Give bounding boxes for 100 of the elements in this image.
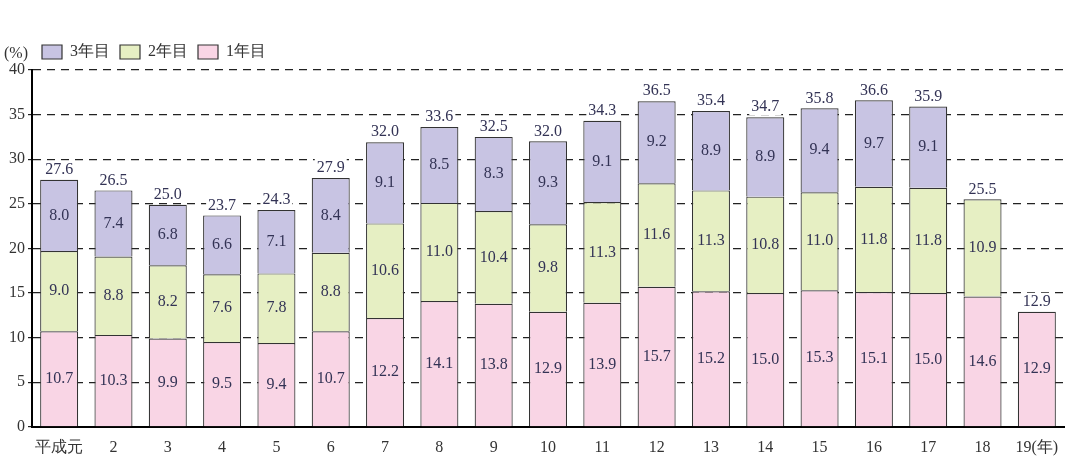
data-label: 11.8	[860, 229, 888, 247]
total-label: 32.0	[371, 122, 400, 140]
data-label: 15.7	[642, 346, 671, 364]
total-label: 24.3	[262, 190, 291, 208]
legend-label: 1年目	[226, 42, 266, 60]
data-label: 11.3	[588, 242, 617, 260]
data-label: 7.1	[266, 231, 287, 249]
data-label: 7.4	[103, 213, 124, 231]
data-label: 11.8	[914, 230, 942, 248]
data-label: 8.9	[755, 147, 776, 165]
data-label: 9.8	[538, 258, 558, 276]
total-label: 26.5	[99, 170, 128, 188]
x-tick-label: 9	[489, 437, 498, 455]
data-label: 10.8	[751, 235, 780, 253]
total-label: 23.7	[208, 195, 237, 213]
data-label: 8.2	[157, 292, 178, 310]
data-label: 9.5	[212, 374, 233, 392]
data-label: 9.1	[918, 137, 939, 155]
data-label: 8.9	[700, 140, 721, 158]
y-axis-title: (%)	[4, 44, 28, 63]
data-label: 6.6	[212, 235, 233, 253]
data-label: 12.9	[1022, 359, 1051, 377]
x-tick-label: 14	[757, 437, 774, 455]
data-label: 8.4	[320, 205, 341, 223]
total-label: 34.7	[751, 97, 780, 115]
data-label: 11.0	[425, 242, 454, 260]
data-label: 8.0	[49, 205, 70, 223]
x-tick-label: 12	[648, 437, 665, 455]
total-label: 35.9	[914, 86, 943, 104]
data-label: 9.0	[49, 281, 70, 299]
data-label: 7.8	[266, 298, 287, 316]
y-tick-label: 40	[9, 60, 25, 78]
total-label: 35.8	[805, 88, 834, 106]
data-label: 11.0	[805, 231, 834, 249]
data-label: 12.9	[534, 359, 562, 377]
total-label: 25.0	[153, 184, 182, 202]
data-label: 15.0	[914, 349, 943, 367]
x-tick-label: 6	[326, 437, 335, 455]
data-label: 9.9	[157, 372, 178, 390]
data-label: 8.3	[483, 164, 504, 182]
data-label: 10.9	[968, 238, 997, 256]
x-tick-label: 2	[109, 437, 118, 455]
data-label: 8.8	[320, 282, 341, 300]
data-label: 9.1	[592, 151, 613, 169]
data-label: 15.2	[696, 348, 725, 366]
total-label: 32.0	[534, 121, 562, 139]
x-tick-label: 15	[811, 437, 828, 455]
x-tick-label: 11	[594, 437, 611, 455]
data-label: 7.6	[212, 298, 233, 316]
data-label: 8.5	[429, 155, 450, 173]
x-tick-label: 平成元	[35, 437, 84, 455]
x-tick-label: 16	[865, 437, 882, 455]
data-label: 15.1	[859, 349, 888, 367]
data-label: 8.8	[103, 285, 124, 303]
y-tick-label: 5	[17, 372, 25, 390]
total-label: 36.5	[642, 81, 671, 99]
x-tick-label: 3	[163, 437, 172, 455]
x-tick-label: 5	[272, 437, 281, 455]
data-label: 10.6	[371, 260, 400, 278]
data-label: 10.4	[479, 247, 508, 265]
data-label: 9.4	[809, 140, 830, 158]
data-label: 11.6	[642, 225, 671, 243]
data-label: 14.6	[968, 351, 997, 369]
total-label: 33.6	[425, 107, 454, 125]
data-label: 15.0	[751, 349, 780, 367]
x-tick-label: 17	[920, 437, 937, 455]
y-tick-label: 30	[9, 149, 25, 167]
data-label: 9.3	[538, 173, 558, 191]
data-label: 12.2	[371, 362, 400, 380]
x-tick-label: 10	[540, 437, 556, 455]
data-label: 9.1	[375, 173, 396, 191]
total-label: 34.3	[588, 101, 617, 119]
data-label: 10.7	[45, 368, 74, 386]
total-label: 36.6	[859, 80, 888, 98]
y-tick-label: 0	[17, 417, 25, 434]
data-label: 11.3	[697, 231, 725, 249]
y-tick-label: 35	[9, 104, 25, 122]
y-tick-label: 25	[9, 194, 25, 211]
x-tick-label: 7	[381, 437, 390, 455]
data-label: 13.8	[479, 355, 508, 373]
y-tick-label: 10	[9, 327, 25, 345]
x-tick-label: 13	[702, 437, 719, 455]
total-label: 27.6	[45, 159, 74, 177]
x-tick-label: 19(年)	[1015, 437, 1059, 456]
y-tick-label: 15	[9, 283, 25, 301]
data-label: 10.3	[99, 370, 128, 388]
data-label: 9.7	[863, 133, 884, 151]
data-label: 14.1	[425, 353, 454, 371]
data-label: 10.7	[316, 368, 345, 386]
y-tick-label: 20	[9, 238, 25, 256]
legend-label: 2年目	[148, 42, 188, 60]
data-label: 9.4	[266, 374, 287, 392]
data-label: 6.8	[157, 225, 178, 243]
data-label: 9.2	[646, 132, 667, 150]
total-label: 35.4	[696, 91, 725, 109]
total-label: 32.5	[479, 117, 508, 135]
total-label: 25.5	[968, 179, 997, 197]
total-label: 27.9	[316, 158, 345, 176]
x-tick-label: 8	[435, 437, 444, 455]
legend-label: 3年目	[70, 42, 110, 60]
